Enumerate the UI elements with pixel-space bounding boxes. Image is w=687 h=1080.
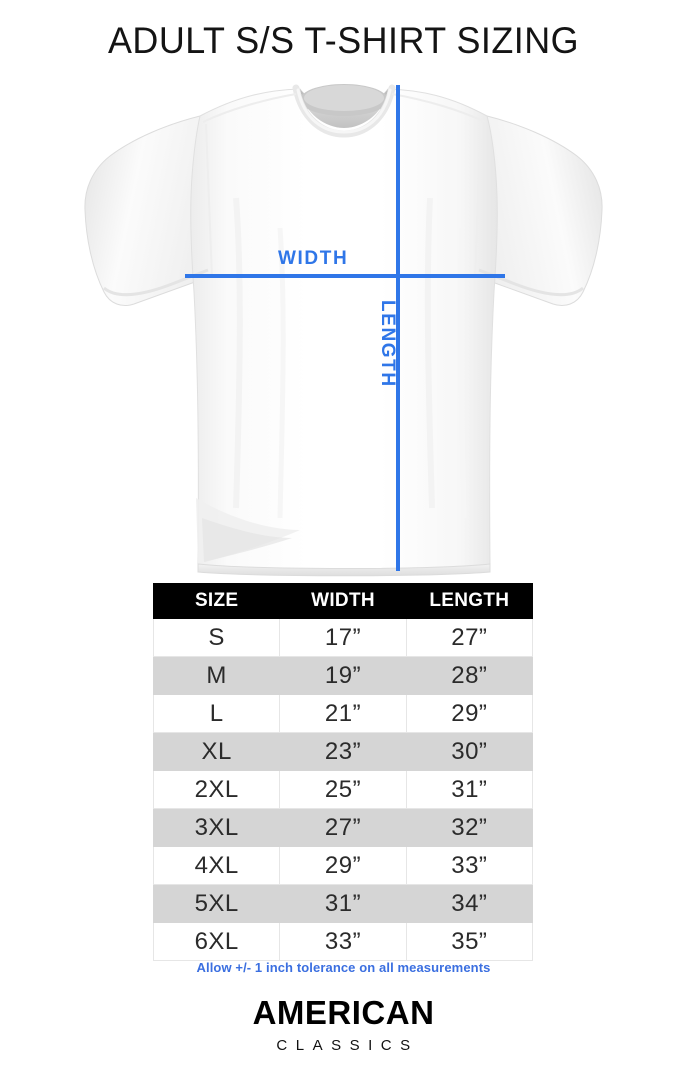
brand-logo: AMERICAN CLASSICS: [0, 994, 687, 1054]
table-row: S 17” 27”: [152, 618, 534, 657]
cell-length: 34”: [405, 884, 534, 923]
cell-length: 27”: [405, 618, 534, 657]
cell-width: 19”: [279, 656, 407, 695]
cell-length: 30”: [405, 732, 534, 771]
tshirt-graphic: [84, 84, 603, 577]
cell-size: 6XL: [152, 922, 281, 961]
table-row: M 19” 28”: [152, 656, 534, 695]
cell-length: 33”: [405, 846, 534, 885]
cell-width: 27”: [279, 808, 407, 847]
cell-size: 4XL: [152, 846, 281, 885]
page-title: ADULT S/S T-SHIRT SIZING: [107, 20, 579, 61]
cell-width: 21”: [279, 694, 407, 733]
table-row: XL 23” 30”: [152, 732, 534, 771]
tolerance-note: Allow +/- 1 inch tolerance on all measur…: [196, 960, 491, 975]
cell-size: 2XL: [152, 770, 281, 809]
cell-length: 28”: [405, 656, 534, 695]
cell-width: 33”: [279, 922, 407, 961]
width-label: WIDTH: [278, 248, 349, 269]
table-row: 6XL 33” 35”: [152, 922, 534, 961]
tshirt-illustration: WIDTH LENGTH: [0, 78, 687, 578]
table-row: 5XL 31” 34”: [152, 884, 534, 923]
table-row: 3XL 27” 32”: [152, 808, 534, 847]
cell-length: 31”: [405, 770, 534, 809]
length-label: LENGTH: [377, 300, 398, 388]
width-guide-line: [185, 274, 505, 278]
cell-width: 17”: [279, 618, 407, 657]
cell-length: 35”: [405, 922, 534, 961]
header-length: LENGTH: [405, 583, 534, 619]
table-header-row: SIZE WIDTH LENGTH: [152, 583, 534, 619]
table-row: 2XL 25” 31”: [152, 770, 534, 809]
cell-size: XL: [152, 732, 281, 771]
cell-size: 5XL: [152, 884, 281, 923]
table-row: L 21” 29”: [152, 694, 534, 733]
cell-width: 29”: [279, 846, 407, 885]
cell-length: 29”: [405, 694, 534, 733]
brand-name-primary: AMERICAN: [252, 994, 435, 1031]
table-row: 4XL 29” 33”: [152, 846, 534, 885]
length-guide-line: [396, 85, 400, 571]
cell-width: 23”: [279, 732, 407, 771]
cell-size: L: [152, 694, 281, 733]
brand-name-secondary: CLASSICS: [276, 1036, 419, 1054]
cell-width: 31”: [279, 884, 407, 923]
cell-width: 25”: [279, 770, 407, 809]
cell-size: M: [152, 656, 281, 695]
cell-length: 32”: [405, 808, 534, 847]
cell-size: S: [152, 618, 281, 657]
header-width: WIDTH: [279, 583, 407, 619]
cell-size: 3XL: [152, 808, 281, 847]
size-chart-table: SIZE WIDTH LENGTH S 17” 27” M 19” 28” L …: [152, 583, 534, 961]
header-size: SIZE: [152, 583, 281, 619]
